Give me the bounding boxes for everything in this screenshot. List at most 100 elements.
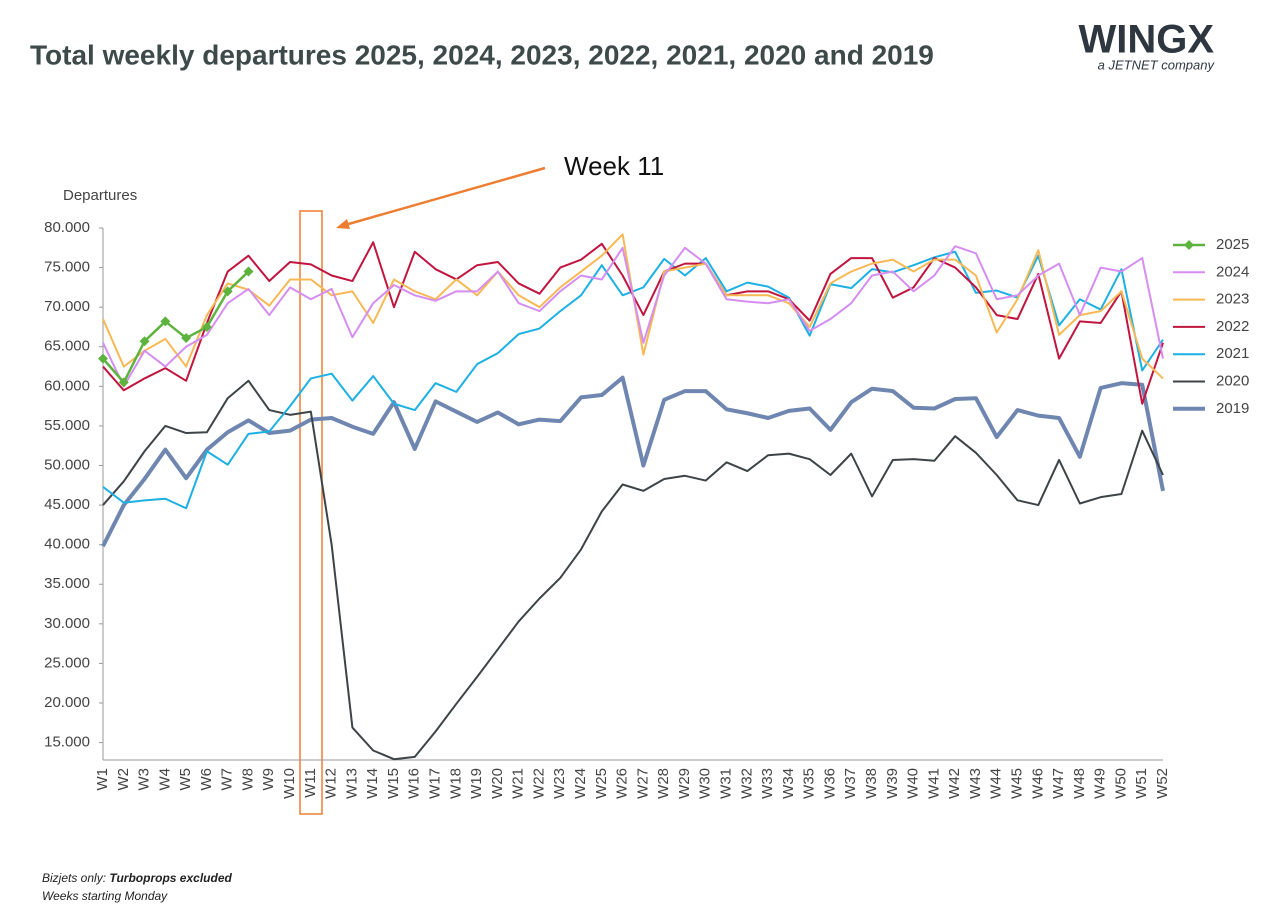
x-tick-label: W43 [967, 768, 984, 799]
y-tick-label: 45.000 [44, 496, 90, 513]
annotation-arrow [344, 166, 546, 227]
x-tick-label: W7 [219, 768, 236, 791]
y-tick-label: 20.000 [44, 694, 90, 711]
y-tick-label: 80.000 [44, 219, 90, 236]
x-tick-label: W45 [1008, 768, 1025, 799]
data-point [201, 321, 212, 332]
x-tick-label: W28 [655, 768, 672, 799]
x-tick-label: W32 [738, 768, 755, 799]
y-tick-label: 15.000 [44, 734, 90, 751]
y-tick-label: 70.000 [44, 298, 90, 315]
arrow-head [336, 219, 350, 229]
y-tick-label: 40.000 [44, 536, 90, 553]
x-tick-label: W42 [946, 768, 963, 799]
x-tick-label: W9 [260, 768, 277, 791]
legend-label: 2019 [1216, 400, 1249, 417]
x-tick-label: W50 [1112, 768, 1129, 799]
x-tick-label: W29 [676, 768, 693, 799]
x-tick-label: W19 [468, 768, 485, 799]
y-axis-label: Departures [63, 187, 137, 204]
x-tick-label: W34 [780, 768, 797, 799]
x-tick-label: W27 [634, 768, 651, 799]
x-tick-label: W10 [281, 768, 298, 799]
y-tick-label: 60.000 [44, 377, 90, 394]
data-point [222, 286, 233, 297]
x-tick-label: W23 [551, 768, 568, 799]
x-tick-label: W44 [988, 768, 1005, 799]
x-tick-label: W16 [406, 768, 423, 799]
footnote-line: Weeks starting Monday [42, 889, 168, 903]
x-tick-label: W21 [510, 768, 527, 799]
footnote-prefix: Bizjets only: [42, 871, 109, 885]
data-point [139, 336, 150, 347]
x-tick-label: W46 [1029, 768, 1046, 799]
x-tick-label: W47 [1050, 768, 1067, 799]
logo: WINGX [1078, 18, 1214, 62]
series-line [101, 375, 1165, 548]
footnote: Bizjets only: Turboprops excluded [42, 871, 232, 885]
x-tick-label: W14 [364, 768, 381, 799]
x-tick-label: W17 [427, 768, 444, 799]
legend-label: 2025 [1216, 236, 1249, 253]
x-tick-label: W5 [177, 768, 194, 791]
x-tick-label: W41 [925, 768, 942, 799]
x-tick-label: W39 [884, 768, 901, 799]
x-tick-label: W18 [447, 768, 464, 799]
logo-tagline: a JETNET company [1098, 57, 1216, 72]
x-tick-label: W1 [94, 768, 111, 791]
x-tick-label: W24 [572, 768, 589, 799]
series-line [102, 241, 1164, 405]
annotation: Week 11 [564, 151, 664, 181]
x-tick-label: W12 [323, 768, 340, 799]
x-tick-label: W6 [198, 768, 215, 791]
data-point [243, 266, 254, 277]
x-tick-label: W3 [136, 768, 153, 791]
series-line [102, 379, 1164, 761]
y-tick-label: 55.000 [44, 417, 90, 434]
x-tick-label: W13 [343, 768, 360, 799]
x-tick-label: W37 [842, 768, 859, 799]
chart-title: Total weekly departures 2025, 2024, 2023… [30, 39, 934, 70]
x-tick-label: W51 [1133, 768, 1150, 799]
x-tick-label: W22 [530, 768, 547, 799]
x-tick-label: W30 [697, 768, 714, 799]
x-tick-label: W4 [156, 768, 173, 791]
legend-label: 2021 [1216, 345, 1249, 362]
x-tick-label: W38 [863, 768, 880, 799]
x-tick-label: W48 [1071, 768, 1088, 799]
data-point [181, 333, 192, 344]
x-tick-label: W49 [1092, 768, 1109, 799]
x-tick-label: W36 [821, 768, 838, 799]
data-point [118, 377, 129, 388]
x-tick-label: W26 [614, 768, 631, 799]
y-tick-label: 65.000 [44, 338, 90, 355]
data-point [98, 353, 108, 364]
y-tick-label: 30.000 [44, 615, 90, 632]
x-tick-label: W20 [489, 768, 506, 799]
x-tick-label: W52 [1154, 768, 1171, 799]
y-tick-label: 75.000 [44, 259, 90, 276]
legend-label: 2022 [1216, 318, 1249, 335]
y-tick-label: 25.000 [44, 654, 90, 671]
x-tick-label: W25 [593, 768, 610, 799]
series-line [102, 245, 1164, 388]
x-tick-label: W11 [302, 768, 319, 798]
x-tick-label: W2 [115, 768, 132, 791]
legend-label: 2020 [1216, 372, 1249, 389]
y-tick-label: 50.000 [44, 456, 90, 473]
x-tick-label: W33 [759, 768, 776, 799]
legend-marker [1184, 240, 1194, 250]
x-tick-label: W31 [717, 768, 734, 799]
x-tick-label: W40 [905, 768, 922, 799]
series-line [102, 270, 250, 384]
data-point [160, 316, 171, 327]
footnote-emphasis: Turboprops excluded [109, 871, 232, 885]
legend-label: 2024 [1216, 263, 1249, 280]
highlight-box [299, 210, 323, 815]
x-tick-label: W15 [385, 768, 402, 799]
legend-label: 2023 [1216, 291, 1249, 308]
x-tick-label: W35 [801, 768, 818, 799]
y-tick-label: 35.000 [44, 575, 90, 592]
x-tick-label: W8 [239, 768, 256, 791]
